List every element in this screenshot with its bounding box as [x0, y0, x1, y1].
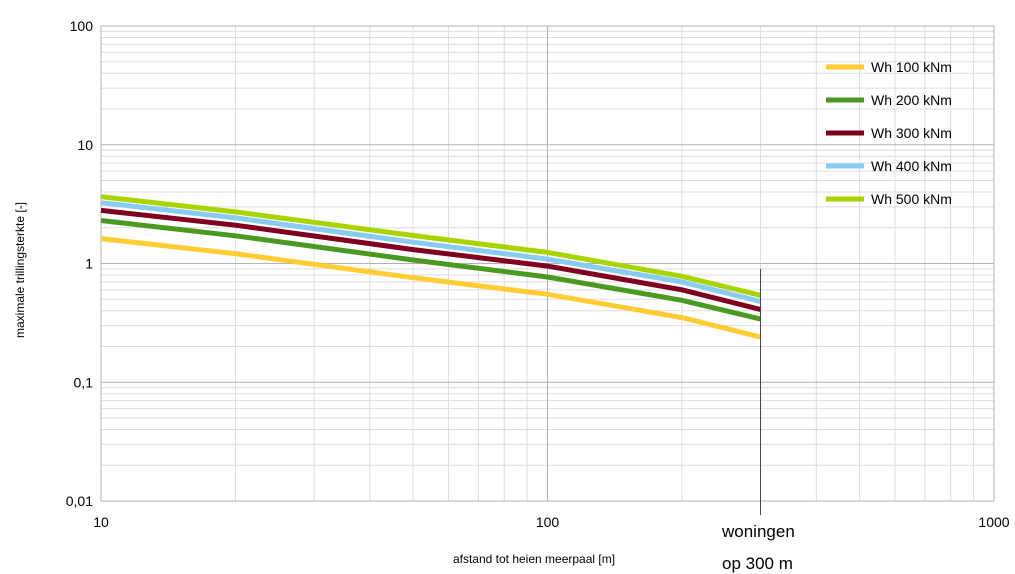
y-tick-label: 1: [85, 256, 93, 272]
grid-major-lines: [100, 25, 995, 502]
annotation-line-2: op 300 m: [722, 554, 793, 573]
series-line: [100, 200, 762, 304]
y-tick-label: 10: [77, 137, 93, 153]
x-tick-label: 1000: [978, 514, 1009, 530]
series-line: [100, 218, 762, 322]
x-tick-label: 100: [536, 514, 560, 530]
axis-tick-labels: 10 100 1000 0,01 0,1 1 10 100: [66, 18, 1010, 530]
legend: Wh 100 kNm Wh 200 kNm Wh 300 kNm Wh 400 kNm…: [826, 59, 952, 207]
legend-label: Wh 100 kNm: [871, 59, 952, 75]
y-axis-title: maximale trillingsterkte [-]: [13, 202, 27, 338]
series-line: [100, 207, 762, 312]
y-tick-label: 0,1: [74, 374, 94, 390]
x-axis-title: afstand tot heien meerpaal [m]: [453, 552, 615, 566]
legend-label: Wh 300 kNm: [871, 125, 952, 141]
legend-label: Wh 200 kNm: [871, 92, 952, 108]
legend-label: Wh 400 kNm: [871, 158, 952, 174]
x-tick-label: 10: [93, 514, 109, 530]
series-line: [100, 236, 762, 340]
series-line: [100, 194, 762, 298]
y-tick-label: 0,01: [66, 493, 93, 509]
data-series: [100, 194, 762, 340]
y-tick-label: 100: [70, 18, 94, 34]
annotation-line-1: woningen: [721, 522, 795, 541]
legend-label: Wh 500 kNm: [871, 191, 952, 207]
